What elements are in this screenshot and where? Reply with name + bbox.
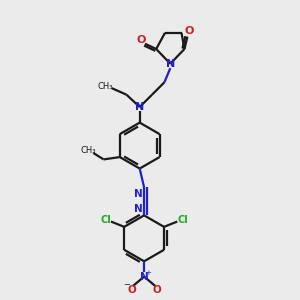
Text: N: N — [166, 59, 175, 69]
Text: CH₃: CH₃ — [98, 82, 113, 91]
Text: O: O — [152, 285, 161, 295]
Text: −: − — [123, 280, 130, 289]
Text: CH₃: CH₃ — [80, 146, 96, 155]
Text: N: N — [134, 204, 143, 214]
Text: N: N — [135, 102, 144, 112]
Text: O: O — [136, 34, 146, 45]
Text: +: + — [145, 270, 151, 276]
Text: Cl: Cl — [100, 215, 111, 225]
Text: O: O — [127, 285, 136, 295]
Text: N: N — [134, 189, 143, 199]
Text: Cl: Cl — [177, 215, 188, 225]
Text: N: N — [140, 272, 148, 282]
Text: O: O — [184, 26, 194, 36]
